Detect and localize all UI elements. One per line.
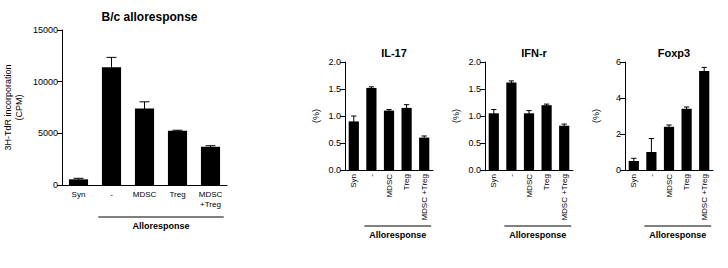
svg-text:Treg: Treg (402, 174, 411, 190)
svg-text:0: 0 (616, 165, 621, 175)
svg-text:0.0: 0.0 (468, 165, 481, 175)
svg-text:3H-TdR incorporation: 3H-TdR incorporation (3, 64, 13, 150)
svg-text:MDSC +Treg: MDSC +Treg (560, 174, 569, 221)
svg-text:Treg: Treg (169, 190, 185, 199)
svg-text:IL-17: IL-17 (381, 47, 407, 59)
svg-text:(%): (%) (591, 109, 601, 123)
svg-text:-: - (367, 174, 376, 177)
svg-text:Syn: Syn (489, 174, 498, 188)
svg-text:MDSC: MDSC (199, 190, 223, 199)
svg-text:(%): (%) (451, 109, 461, 123)
svg-text:MDSC: MDSC (133, 190, 157, 199)
svg-text:0.5: 0.5 (328, 138, 341, 148)
svg-text:1.5: 1.5 (468, 84, 481, 94)
svg-text:6: 6 (616, 57, 621, 67)
svg-text:MDSC: MDSC (525, 174, 534, 198)
svg-text:5000: 5000 (38, 128, 58, 138)
svg-text:Alloresponse: Alloresponse (369, 230, 426, 240)
svg-text:-: - (647, 174, 656, 177)
svg-text:10000: 10000 (33, 77, 58, 87)
svg-text:Alloresponse: Alloresponse (509, 230, 566, 240)
svg-text:Alloresponse: Alloresponse (649, 230, 706, 240)
svg-text:4: 4 (616, 93, 621, 103)
svg-text:Alloresponse: Alloresponse (132, 221, 189, 231)
svg-text:(CPM): (CPM) (14, 95, 24, 121)
svg-text:0.0: 0.0 (328, 165, 341, 175)
svg-text:-: - (110, 190, 113, 199)
svg-text:Syn: Syn (72, 190, 86, 199)
svg-text:15000: 15000 (33, 25, 58, 35)
svg-text:2: 2 (616, 129, 621, 139)
svg-text:Treg: Treg (542, 174, 551, 190)
svg-text:Syn: Syn (629, 174, 638, 188)
svg-text:0.5: 0.5 (468, 138, 481, 148)
svg-text:1.0: 1.0 (328, 111, 341, 121)
svg-text:-: - (507, 174, 516, 177)
svg-text:2.0: 2.0 (328, 57, 341, 67)
svg-text:Treg: Treg (682, 174, 691, 190)
svg-text:2.0: 2.0 (468, 57, 481, 67)
svg-text:Syn: Syn (349, 174, 358, 188)
svg-text:MDSC +Treg: MDSC +Treg (700, 174, 709, 221)
svg-text:(%): (%) (311, 109, 321, 123)
svg-text:1.5: 1.5 (328, 84, 341, 94)
svg-text:0: 0 (53, 180, 58, 190)
svg-text:1.0: 1.0 (468, 111, 481, 121)
svg-text:MDSC: MDSC (665, 174, 674, 198)
svg-text:MDSC +Treg: MDSC +Treg (420, 174, 429, 221)
svg-text:B/c alloresponse: B/c alloresponse (101, 10, 197, 24)
svg-text:+Treg: +Treg (200, 200, 221, 209)
svg-text:Foxp3: Foxp3 (658, 47, 690, 59)
svg-text:IFN-r: IFN-r (521, 47, 547, 59)
svg-text:MDSC: MDSC (385, 174, 394, 198)
